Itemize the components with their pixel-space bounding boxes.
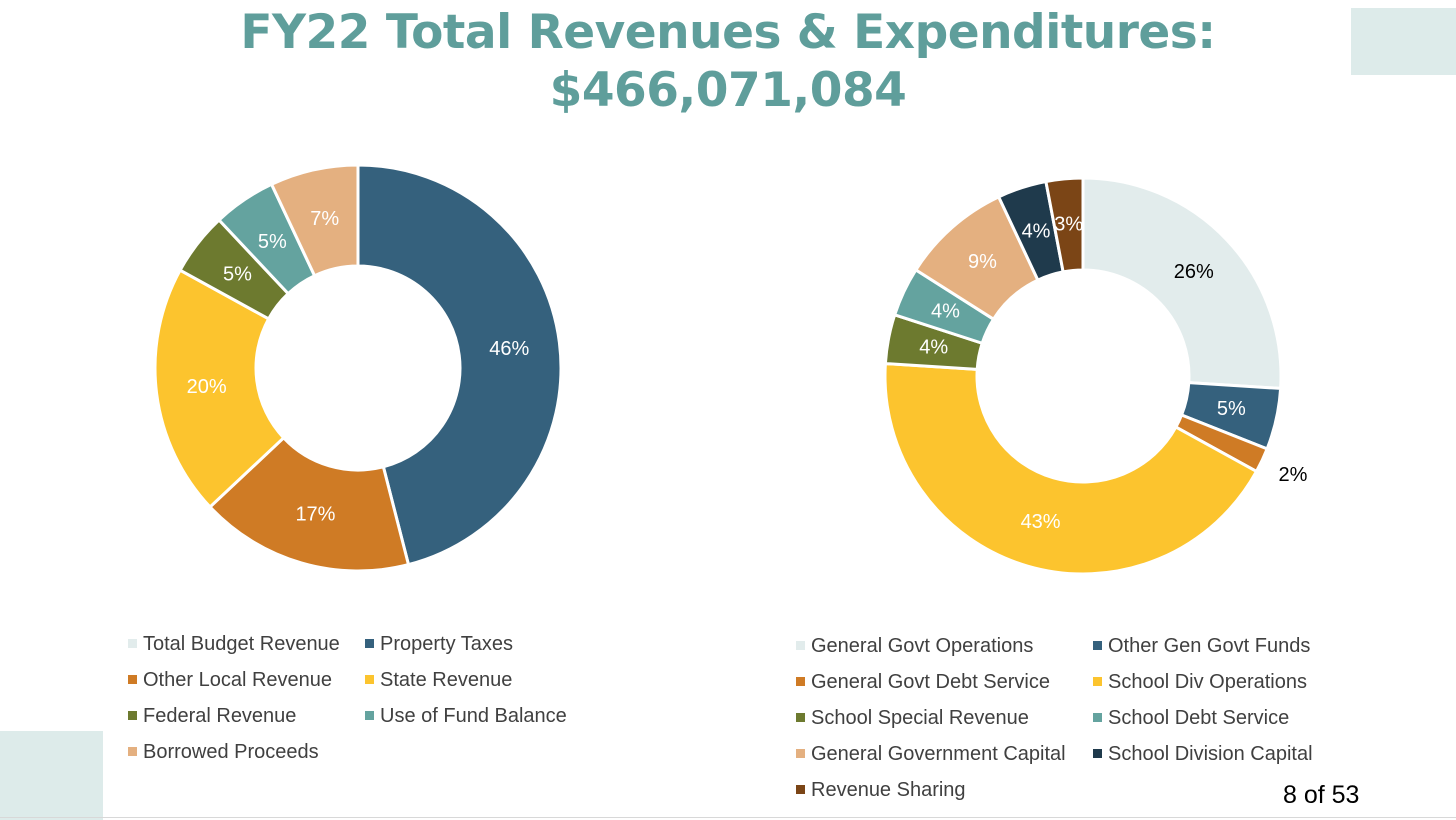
corner-decoration-top: [1351, 8, 1456, 75]
legend-swatch: [128, 639, 137, 648]
legend-item-general-govt-debt-service: General Govt Debt Service: [796, 670, 1050, 694]
slice-label-property-taxes: 46%: [489, 338, 529, 360]
slice-label-other-local-revenue: 17%: [295, 503, 335, 525]
legend-swatch: [365, 675, 374, 684]
slice-label-state-revenue: 20%: [187, 376, 227, 398]
legend-label: School Div Operations: [1108, 671, 1307, 693]
legend-swatch: [1093, 749, 1102, 758]
legend-label: Property Taxes: [380, 633, 514, 655]
revenue-legend: Total Budget Revenue Property Taxes Other …: [128, 632, 608, 776]
slice-property-taxes: [356, 163, 563, 567]
slice-other-local-revenue: [208, 436, 410, 573]
legend-swatch: [365, 711, 374, 720]
legend-item-school-div-operations: School Div Operations: [1093, 670, 1307, 694]
legend-item-revenue-sharing: Revenue Sharing: [796, 778, 966, 802]
legend-item-other-gen-govt-funds: Other Gen Govt Funds: [1093, 634, 1310, 658]
legend-swatch: [1093, 641, 1102, 650]
legend-label: School Debt Service: [1108, 707, 1290, 729]
slice-label-general-govt-operations: 26%: [1174, 261, 1214, 283]
slice-label-school-debt-service: 4%: [931, 300, 960, 322]
legend-swatch: [128, 675, 137, 684]
title-line-1: FY22 Total Revenues & Expenditures:: [240, 5, 1216, 60]
legend-label: General Govt Debt Service: [811, 671, 1050, 693]
legend-swatch: [796, 641, 805, 650]
corner-decoration-bottom: [0, 731, 103, 820]
legend-swatch: [128, 711, 137, 720]
slice-label-revenue-sharing: 3%: [1054, 214, 1083, 236]
legend-item-school-special-revenue: School Special Revenue: [796, 706, 1029, 730]
slice-label-other-gen-govt-funds: 5%: [1217, 398, 1246, 420]
slice-label-school-division-capital: 4%: [1022, 220, 1051, 242]
slice-label-borrowed-proceeds: 7%: [310, 208, 339, 230]
legend-label: Other Local Revenue: [143, 669, 333, 691]
legend-label: School Special Revenue: [811, 707, 1029, 729]
slice-revenue-sharing: [1044, 176, 1085, 274]
legend-swatch: [1093, 677, 1102, 686]
legend-label: Revenue Sharing: [811, 779, 966, 801]
legend-label: State Revenue: [380, 669, 513, 691]
slice-label-school-special-revenue: 4%: [919, 337, 948, 359]
legend-item-borrowed-proceeds: Borrowed Proceeds: [128, 740, 319, 764]
legend-item-general-govt-operations: General Govt Operations: [796, 634, 1033, 658]
slice-label-federal-revenue: 5%: [223, 264, 252, 286]
slice-label-general-government-capital: 9%: [968, 251, 997, 273]
slice-school-div-operations: [883, 362, 1259, 576]
slice-general-govt-operations: [1081, 176, 1283, 390]
legend-label: Federal Revenue: [143, 705, 297, 727]
legend-swatch: [796, 713, 805, 722]
slice-label-general-govt-debt-service: 2%: [1278, 464, 1307, 486]
legend-item-total-budget-revenue: Total Budget Revenue: [128, 632, 340, 656]
slice-label-use-of-fund-balance: 5%: [258, 231, 287, 253]
expenditure-legend: General Govt Operations Other Gen Govt Fu…: [796, 634, 1356, 814]
legend-swatch: [796, 677, 805, 686]
legend-label: Other Gen Govt Funds: [1108, 635, 1311, 657]
legend-item-federal-revenue: Federal Revenue: [128, 704, 296, 728]
legend-swatch: [796, 749, 805, 758]
bottom-divider: [0, 817, 1456, 818]
legend-label: Use of Fund Balance: [380, 705, 567, 727]
slice-state-revenue: [153, 268, 286, 509]
legend-swatch: [796, 785, 805, 794]
expenditure-donut-chart: 26%5%2%43%4%4%9%4% 3%: [883, 176, 1308, 576]
legend-item-general-government-capital: General Government Capital: [796, 742, 1066, 766]
legend-swatch: [365, 639, 374, 648]
legend-label: Borrowed Proceeds: [143, 741, 319, 763]
page-number: 8 of 53: [1283, 781, 1360, 809]
slice-label-school-div-operations: 43%: [1021, 511, 1061, 533]
legend-item-school-division-capital: School Division Capital: [1093, 742, 1313, 766]
legend-swatch: [1093, 713, 1102, 722]
page-title: FY22 Total Revenues & Expenditures: $466…: [0, 4, 1456, 120]
revenue-donut-chart: 46% 17% 20% 5% 5% 7%: [153, 163, 563, 573]
legend-item-state-revenue: State Revenue: [365, 668, 512, 692]
title-line-2: $466,071,084: [549, 63, 907, 118]
legend-label: General Govt Operations: [811, 635, 1034, 657]
legend-label: Total Budget Revenue: [143, 633, 340, 655]
legend-swatch: [128, 747, 137, 756]
legend-item-other-local-revenue: Other Local Revenue: [128, 668, 332, 692]
legend-item-use-of-fund-balance: Use of Fund Balance: [365, 704, 567, 728]
slice-borrowed-proceeds: [270, 163, 360, 278]
legend-item-property-taxes: Property Taxes: [365, 632, 513, 656]
legend-label: School Division Capital: [1108, 743, 1313, 765]
legend-label: General Government Capital: [811, 743, 1066, 765]
legend-item-school-debt-service: School Debt Service: [1093, 706, 1289, 730]
